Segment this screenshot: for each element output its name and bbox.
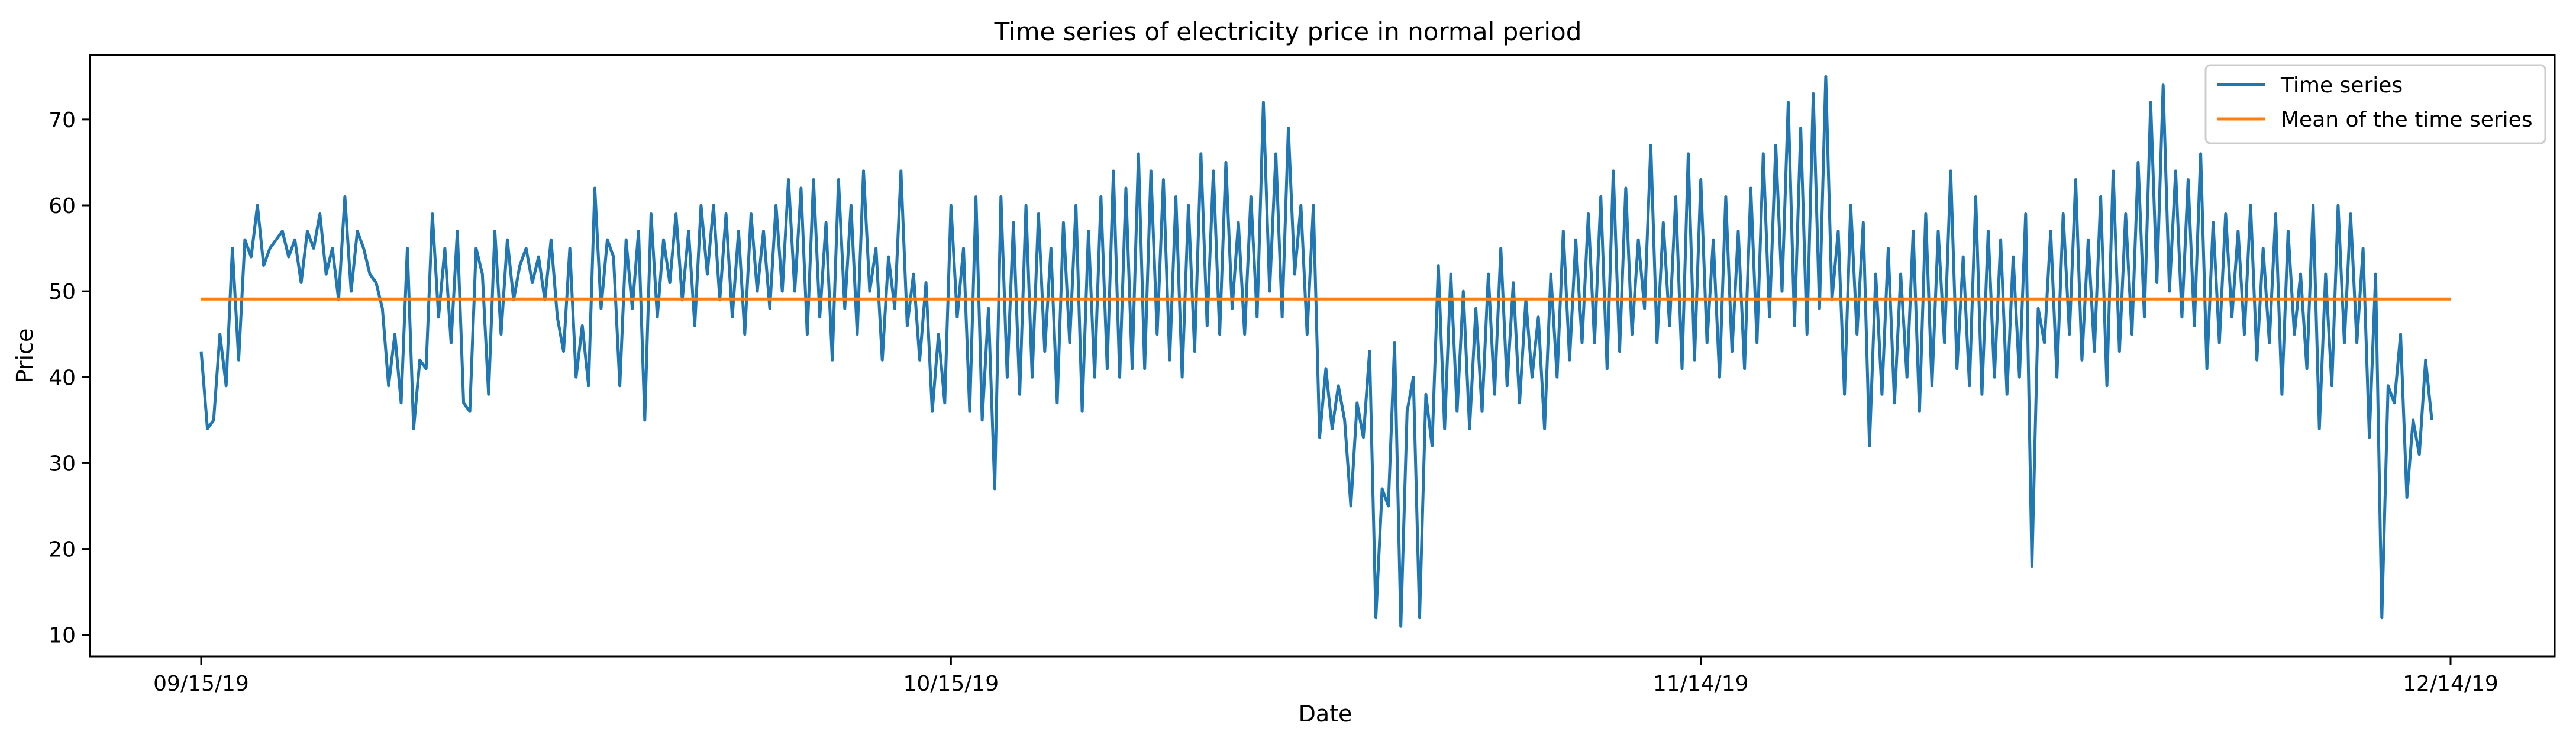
y-tick-label: 50 [49,280,76,304]
legend-label-time-series: Time series [2280,73,2403,98]
axes-layer: 10 20 30 40 50 60 70 09/15/19 10/15/19 11/14/19 12… [49,108,2498,696]
y-tick-label: 60 [49,194,76,218]
series-layer [199,75,2451,628]
y-tick-label: 20 [49,538,76,562]
legend-label-mean: Mean of the time series [2281,108,2533,132]
y-tick-label: 30 [49,452,76,476]
y-tick-label: 70 [49,108,76,133]
y-axis-label: Price [12,328,38,383]
x-tick-label: 11/14/19 [1653,672,1749,696]
y-tick-label: 40 [49,366,76,390]
series-line-time-series [199,75,2433,628]
x-tick-label: 09/15/19 [153,672,249,696]
legend: Time series Mean of the time series [2204,64,2546,144]
x-tick-label: 10/15/19 [903,672,999,696]
x-axis-label: Date [1299,701,1352,727]
legend-box [2204,64,2546,144]
y-tick-label: 10 [49,624,76,648]
axes-frame [89,54,2556,658]
x-tick-label: 12/14/19 [2403,672,2498,696]
chart-title: Time series of electricity price in norm… [994,17,1582,46]
